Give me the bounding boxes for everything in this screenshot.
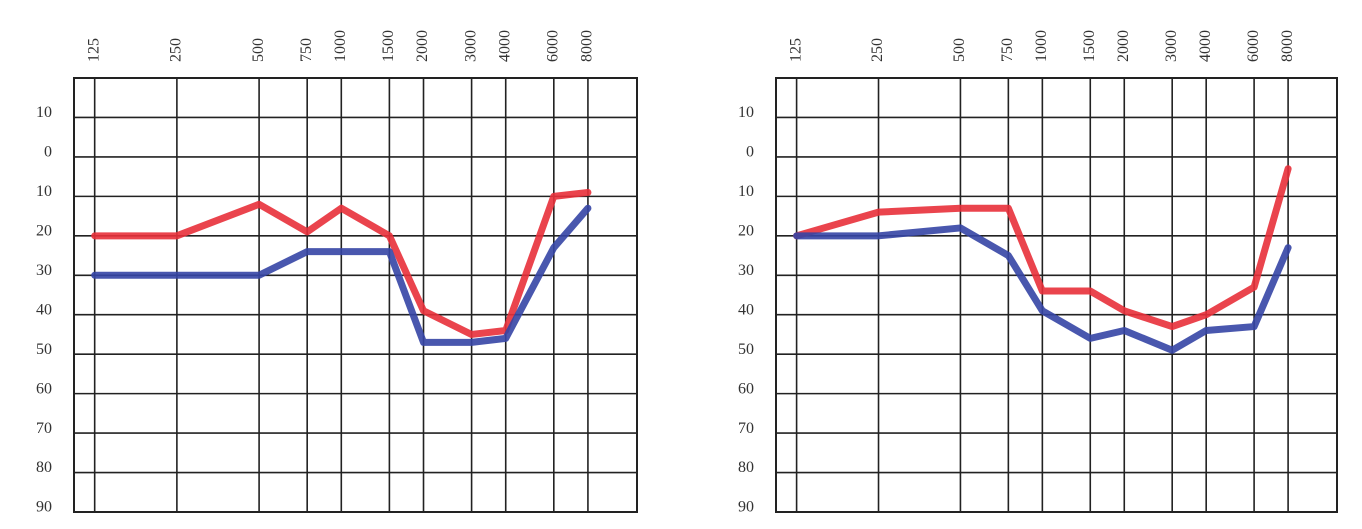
y-tick-label: 60 [738, 380, 754, 397]
x-tick-label: 6000 [1245, 30, 1262, 62]
series-line [793, 224, 1292, 354]
y-tick-label: 20 [36, 222, 52, 239]
y-tick-label: 90 [738, 499, 754, 516]
x-tick-label: 125 [85, 38, 102, 62]
x-tick-label: 8000 [1279, 30, 1296, 62]
y-tick-label: 70 [36, 420, 52, 437]
x-tick-label: 4000 [496, 30, 513, 62]
x-tick-label: 750 [298, 38, 315, 62]
y-tick-label: 10 [36, 104, 52, 121]
x-tick-label: 750 [999, 38, 1016, 62]
y-tick-label: 30 [36, 262, 52, 279]
y-tick-label: 40 [738, 301, 754, 318]
x-tick-label: 6000 [544, 30, 561, 62]
x-tick-label: 500 [951, 38, 968, 62]
series-line [793, 165, 1292, 331]
y-tick-label: 0 [44, 144, 52, 161]
y-tick-label: 0 [746, 144, 754, 161]
x-tick-label: 1000 [332, 30, 349, 62]
x-tick-label: 1000 [1033, 30, 1050, 62]
y-tick-label: 20 [738, 222, 754, 239]
x-tick-label: 8000 [579, 30, 596, 62]
plot-frame [775, 77, 1338, 513]
y-tick-label: 50 [738, 341, 754, 358]
y-tick-label: 30 [738, 262, 754, 279]
y-tick-label: 80 [36, 459, 52, 476]
x-tick-label: 3000 [1163, 30, 1180, 62]
x-tick-label: 500 [250, 38, 267, 62]
x-tick-label: 1500 [380, 30, 397, 62]
series-line [91, 204, 592, 346]
y-tick-label: 70 [738, 420, 754, 437]
x-tick-label: 4000 [1197, 30, 1214, 62]
y-tick-label: 50 [36, 341, 52, 358]
y-tick-label: 10 [738, 183, 754, 200]
y-tick-label: 90 [36, 499, 52, 516]
plot-frame [73, 77, 638, 513]
y-tick-label: 40 [36, 301, 52, 318]
x-tick-label: 2000 [1115, 30, 1132, 62]
x-tick-label: 250 [869, 38, 886, 62]
x-tick-label: 125 [787, 38, 804, 62]
x-tick-label: 250 [168, 38, 185, 62]
series-line [91, 188, 592, 338]
y-tick-label: 60 [36, 380, 52, 397]
x-tick-label: 3000 [462, 30, 479, 62]
y-tick-label: 80 [738, 459, 754, 476]
x-tick-label: 2000 [414, 30, 431, 62]
x-tick-label: 1500 [1081, 30, 1098, 62]
y-tick-label: 10 [738, 104, 754, 121]
y-tick-label: 10 [36, 183, 52, 200]
